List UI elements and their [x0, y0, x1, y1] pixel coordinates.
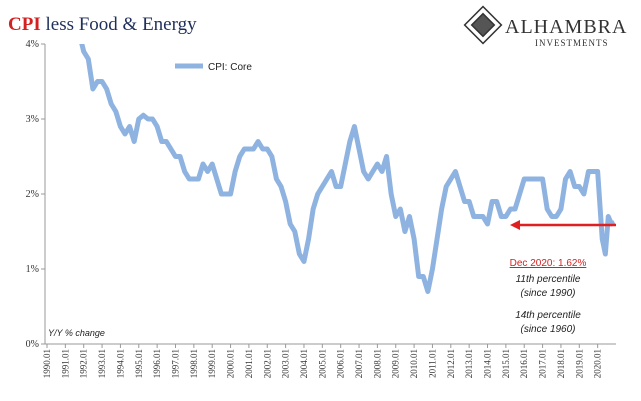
x-tick-label: 2000.01 [226, 349, 236, 378]
x-tick-label: 2003.01 [281, 349, 291, 378]
annotation: (since 1990) [520, 288, 575, 299]
x-tick-label: 2011.01 [427, 349, 437, 378]
arrow-head [510, 220, 520, 230]
legend-label: CPI: Core [208, 62, 252, 73]
x-tick-label: 2008.01 [372, 349, 382, 378]
x-tick-label: 1993.01 [97, 349, 107, 378]
chart-title: CPI less Food & Energy [8, 14, 197, 35]
logo: ALHAMBRA INVESTMENTS [463, 5, 627, 48]
y-tick-label: 1% [26, 264, 39, 275]
x-tick-label: 1996.01 [152, 349, 162, 378]
x-tick-label: 1998.01 [189, 349, 199, 378]
x-tick-label: 2009.01 [391, 349, 401, 378]
x-tick-label: 1999.01 [207, 349, 217, 378]
y-tick-label: 4% [26, 39, 39, 50]
annotation: Dec 2020: 1.62% [510, 258, 587, 269]
y-tick-label: 0% [26, 339, 39, 350]
x-tick-label: 2017.01 [538, 349, 548, 378]
x-tick-label: 1995.01 [134, 349, 144, 378]
y-tick-label: 2% [26, 189, 39, 200]
x-tick-label: 2019.01 [574, 349, 584, 378]
y-tick-label: 3% [26, 114, 39, 125]
x-tick-label: 2001.01 [244, 349, 254, 378]
x-tick-label: 1994.01 [115, 349, 125, 378]
x-tick-label: 1991.01 [60, 349, 70, 378]
logo-name: ALHAMBRA [505, 16, 627, 38]
x-tick-label: 2018.01 [556, 349, 566, 378]
x-tick-label: 2007.01 [354, 349, 364, 378]
annotation: 11th percentile [516, 274, 581, 285]
annotation: 14th percentile [515, 310, 581, 321]
x-tick-label: 2010.01 [409, 349, 419, 378]
y-axis-label: Y/Y % change [48, 328, 105, 338]
series-line [79, 44, 616, 294]
x-tick-label: 2015.01 [501, 349, 511, 378]
x-tick-label: 2006.01 [336, 349, 346, 378]
logo-tagline: INVESTMENTS [535, 38, 609, 48]
annotation: (since 1960) [520, 324, 575, 335]
x-tick-label: 2016.01 [519, 349, 529, 378]
x-tick-label: 1990.01 [42, 349, 52, 378]
x-tick-label: 2014.01 [483, 349, 493, 378]
x-tick-label: 2013.01 [464, 349, 474, 378]
x-tick-label: 2002.01 [262, 349, 272, 378]
x-tick-label: 2020.01 [593, 349, 603, 378]
x-tick-label: 2005.01 [317, 349, 327, 378]
x-tick-label: 2012.01 [446, 349, 456, 378]
x-tick-label: 1997.01 [170, 349, 180, 378]
x-tick-label: 2004.01 [299, 349, 309, 378]
x-tick-label: 1992.01 [79, 349, 89, 378]
